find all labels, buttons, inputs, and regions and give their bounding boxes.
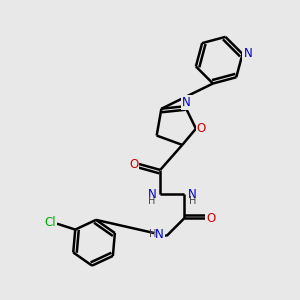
Text: N: N	[155, 228, 164, 241]
Text: N: N	[182, 96, 191, 109]
Text: Cl: Cl	[45, 216, 56, 229]
Text: O: O	[129, 158, 138, 170]
Text: H: H	[149, 230, 157, 239]
Text: N: N	[188, 188, 197, 201]
Text: O: O	[206, 212, 215, 225]
Text: H: H	[148, 196, 156, 206]
Text: H: H	[189, 196, 196, 206]
Text: N: N	[243, 47, 252, 60]
Text: N: N	[148, 188, 156, 201]
Text: O: O	[196, 122, 206, 135]
